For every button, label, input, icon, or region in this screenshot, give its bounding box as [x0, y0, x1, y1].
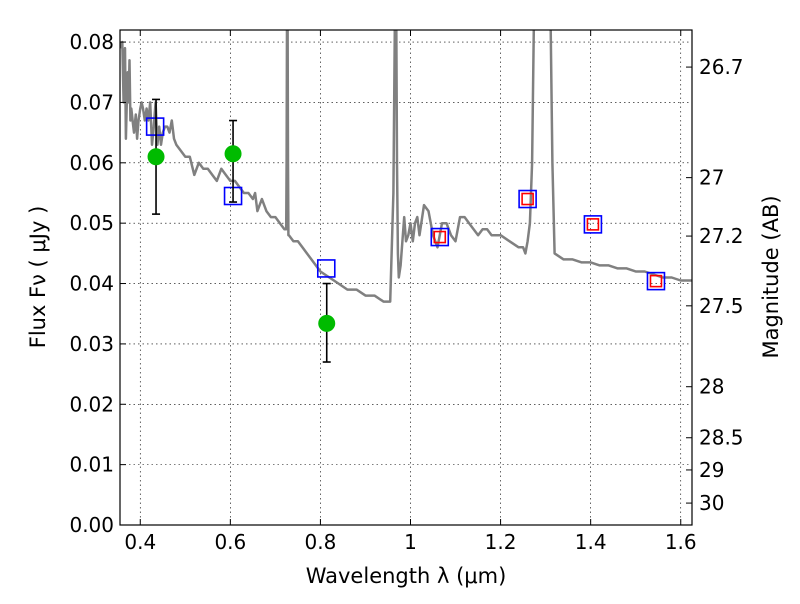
x-tick-label: 1.4 — [575, 530, 607, 554]
marker-layer — [145, 98, 666, 363]
y-tick-label: 0.03 — [69, 332, 114, 356]
model-point — [145, 117, 165, 136]
model-point-inner — [649, 274, 663, 288]
model-point-inner — [433, 230, 447, 244]
model-point-inner — [521, 192, 534, 206]
model-point — [518, 189, 537, 209]
y-axis-ticks: 0.00 0.01 0.02 0.03 0.04 0.05 0.06 0.07 0.08 — [69, 30, 126, 537]
right-tick-label: 27.2 — [699, 224, 744, 248]
right-axis-ticks: 26.7 27 27.2 27.5 28 28.5 29 30 — [686, 55, 744, 515]
x-axis-label: Wavelength λ (μm) — [306, 564, 507, 588]
y-tick-label: 0.00 — [69, 513, 114, 537]
observed-point — [318, 314, 336, 332]
right-tick-label: 28 — [699, 375, 724, 399]
y-tick-label: 0.06 — [69, 151, 114, 175]
observed-point — [147, 148, 165, 166]
spectrum-line — [120, 30, 692, 303]
right-tick-label: 27.5 — [699, 294, 744, 318]
grid-lines — [120, 30, 692, 526]
x-axis-ticks: 0.4 0.6 0.8 1 1.2 1.4 1.6 — [124, 30, 697, 554]
right-tick-label: 30 — [699, 491, 724, 515]
spectrum-layer — [120, 30, 692, 303]
right-tick-label: 28.5 — [699, 426, 744, 450]
model-point — [430, 227, 450, 247]
model-point — [316, 259, 336, 278]
x-tick-label: 1.6 — [665, 530, 697, 554]
model-point — [646, 271, 666, 291]
plot-frame — [119, 29, 693, 526]
y-tick-label: 0.08 — [69, 30, 114, 54]
y-tick-label: 0.01 — [69, 453, 114, 477]
y-tick-label: 0.07 — [69, 90, 114, 114]
x-tick-label: 0.4 — [124, 530, 156, 554]
right-tick-label: 26.7 — [699, 55, 744, 79]
x-tick-label: 0.6 — [214, 530, 246, 554]
y-tick-label: 0.02 — [69, 392, 114, 416]
x-tick-label: 0.8 — [305, 530, 337, 554]
model-point-inner — [586, 218, 600, 231]
model-point — [583, 215, 603, 234]
right-axis-label: Magnitude (AB) — [759, 195, 783, 358]
y-tick-label: 0.05 — [69, 211, 114, 235]
y-axis-label: Flux Fν ( μJy ) — [26, 206, 50, 349]
observed-point — [224, 145, 242, 163]
x-tick-label: 1 — [404, 530, 417, 554]
y-tick-label: 0.04 — [69, 272, 114, 296]
right-tick-label: 27 — [699, 166, 724, 190]
x-tick-label: 1.2 — [485, 530, 517, 554]
right-tick-label: 29 — [699, 458, 724, 482]
